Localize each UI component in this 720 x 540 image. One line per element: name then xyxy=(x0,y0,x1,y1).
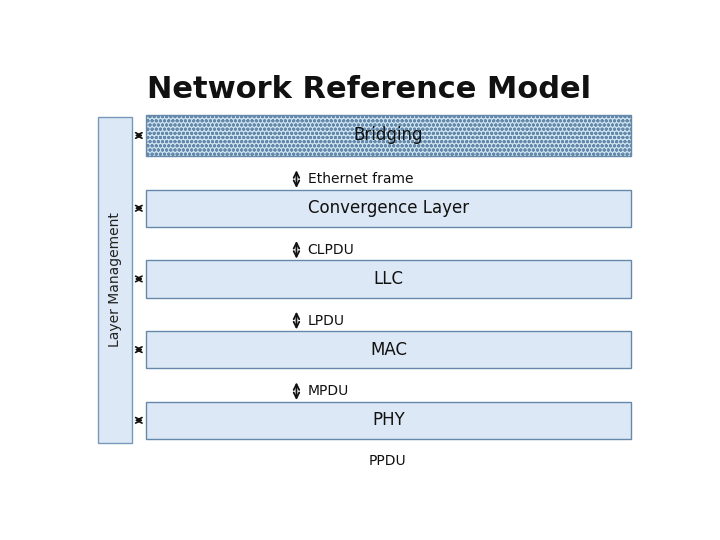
Bar xyxy=(145,402,631,439)
Bar xyxy=(145,114,631,156)
Bar xyxy=(145,190,631,227)
Text: Bridging: Bridging xyxy=(354,126,423,145)
Text: PHY: PHY xyxy=(372,411,405,429)
Bar xyxy=(99,117,132,443)
Text: Convergence Layer: Convergence Layer xyxy=(308,199,469,217)
Text: LPDU: LPDU xyxy=(307,314,345,328)
Text: CLPDU: CLPDU xyxy=(307,243,354,257)
Text: Network Reference Model: Network Reference Model xyxy=(147,75,591,104)
Text: MPDU: MPDU xyxy=(307,384,349,398)
Bar xyxy=(145,260,631,298)
Text: Ethernet frame: Ethernet frame xyxy=(307,172,413,186)
Bar xyxy=(145,331,631,368)
Text: PPDU: PPDU xyxy=(369,454,407,468)
Text: Layer Management: Layer Management xyxy=(108,213,122,347)
Text: LLC: LLC xyxy=(374,270,403,288)
Text: MAC: MAC xyxy=(370,341,407,359)
